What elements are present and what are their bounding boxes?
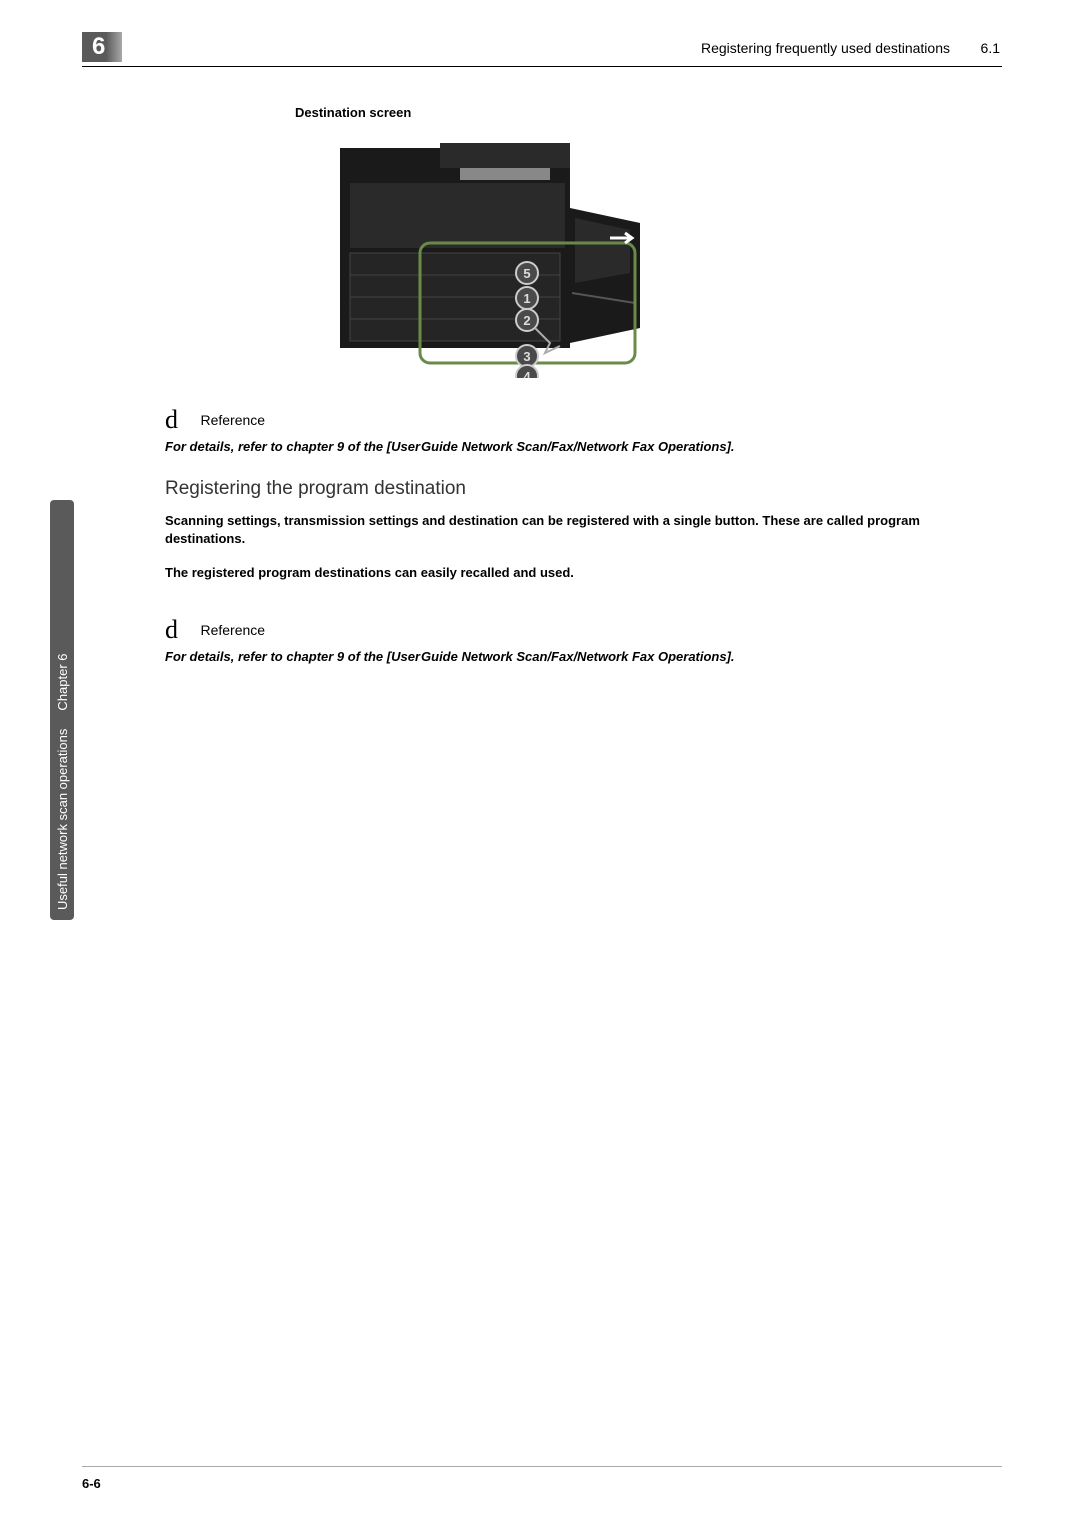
svg-text:5: 5 — [523, 266, 530, 281]
reference-d-icon: d — [165, 405, 178, 435]
reference-text-1: For details, refer to chapter 9 of the [… — [165, 439, 995, 454]
destination-screen-label: Destination screen — [295, 105, 411, 120]
chapter-badge: 6 — [82, 32, 122, 62]
footer-page-number: 6-6 — [82, 1476, 101, 1491]
reference-label: Reference — [200, 622, 265, 638]
device-illustration: 5 1 2 3 4 — [300, 128, 690, 378]
svg-text:3: 3 — [523, 349, 530, 364]
circle-1: 1 — [516, 287, 538, 309]
reference-label: Reference — [200, 412, 265, 428]
sidebar-chapter-label: Chapter 6 — [55, 653, 70, 710]
circle-5: 5 — [516, 262, 538, 284]
header-divider — [82, 66, 1002, 67]
circle-2: 2 — [516, 309, 538, 331]
footer-divider — [82, 1466, 1002, 1467]
sidebar-tab: Useful network scan operations Chapter 6 — [50, 500, 74, 920]
body-paragraph-1: Scanning settings, transmission settings… — [165, 512, 995, 548]
circle-4: 4 — [516, 365, 538, 378]
reference-block-2: d Reference For details, refer to chapte… — [165, 615, 995, 664]
sidebar-tab-text: Useful network scan operations Chapter 6 — [55, 653, 70, 910]
section-heading: Registering the program destination — [165, 478, 466, 500]
svg-text:4: 4 — [523, 369, 531, 378]
svg-text:2: 2 — [523, 313, 530, 328]
reference-text-2: For details, refer to chapter 9 of the [… — [165, 649, 995, 664]
circle-3: 3 — [516, 345, 538, 367]
sidebar-label: Useful network scan operations — [55, 729, 70, 910]
chapter-number: 6 — [92, 33, 105, 60]
header-title: Registering frequently used destinations — [701, 40, 950, 56]
svg-text:1: 1 — [523, 291, 530, 306]
reference-block-1: d Reference For details, refer to chapte… — [165, 405, 995, 454]
body-paragraph-2: The registered program destinations can … — [165, 565, 995, 580]
header-section-number: 6.1 — [981, 40, 1000, 56]
reference-d-icon: d — [165, 615, 178, 645]
